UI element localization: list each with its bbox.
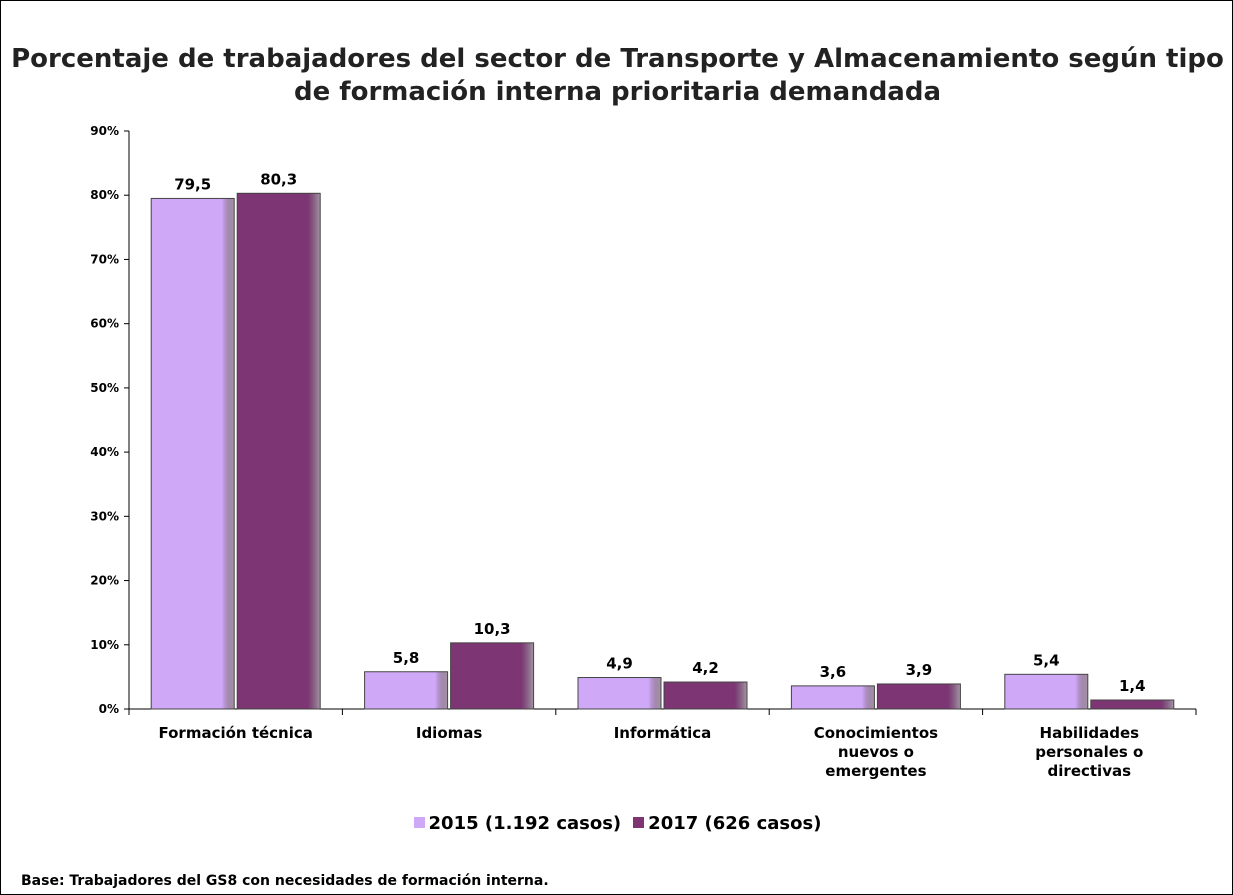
bar <box>1004 673 1089 710</box>
x-tick-label: Formación técnica <box>158 724 313 742</box>
y-tick-label: 40% <box>90 445 119 459</box>
x-tick-label: Idiomas <box>415 724 483 742</box>
legend-swatch <box>633 817 645 828</box>
bar <box>790 685 875 710</box>
x-tick-label: Habilidades personales o directivas <box>1035 724 1144 780</box>
y-tick-label: 70% <box>90 252 119 266</box>
data-label: 79,5 <box>174 175 211 193</box>
bar <box>236 192 321 710</box>
y-tick-label: 30% <box>90 509 119 523</box>
bar <box>1090 699 1175 710</box>
data-label: 4,9 <box>606 655 633 673</box>
data-label: 5,8 <box>393 649 420 667</box>
data-label: 1,4 <box>1119 677 1146 695</box>
legend-item: 2015 (1.192 casos) <box>413 813 622 834</box>
legend-item: 2017 (626 casos) <box>633 813 821 834</box>
y-tick-label: 50% <box>90 381 119 395</box>
data-label: 80,3 <box>260 170 297 188</box>
data-label: 4,2 <box>692 659 719 677</box>
footnote: Base: Trabajadores del GS8 con necesidad… <box>21 873 549 889</box>
x-tick-label: Informática <box>613 724 712 742</box>
y-tick-label: 90% <box>90 124 119 138</box>
y-tick-label: 60% <box>90 317 119 331</box>
legend-swatch <box>413 817 425 828</box>
bar <box>663 681 748 710</box>
data-label: 5,4 <box>1033 651 1060 669</box>
y-tick-label: 10% <box>90 638 119 652</box>
data-label: 3,6 <box>820 663 847 681</box>
bar <box>577 677 662 710</box>
y-tick-label: 0% <box>99 702 119 716</box>
bar <box>150 197 235 710</box>
bar <box>450 642 535 710</box>
bar <box>876 683 961 710</box>
x-tick-label: Conocimientos nuevos o emergentes <box>813 724 939 780</box>
data-label: 3,9 <box>906 661 933 679</box>
legend: 2015 (1.192 casos) 2017 (626 casos) <box>1 813 1232 834</box>
legend-label: 2017 (626 casos) <box>648 813 822 834</box>
y-tick-label: 20% <box>90 574 119 588</box>
y-tick-label: 80% <box>90 188 119 202</box>
legend-label: 2015 (1.192 casos) <box>428 813 622 834</box>
data-label: 10,3 <box>474 620 511 638</box>
chart-title: Porcentaje de trabajadores del sector de… <box>11 44 1224 107</box>
bar <box>364 671 449 710</box>
